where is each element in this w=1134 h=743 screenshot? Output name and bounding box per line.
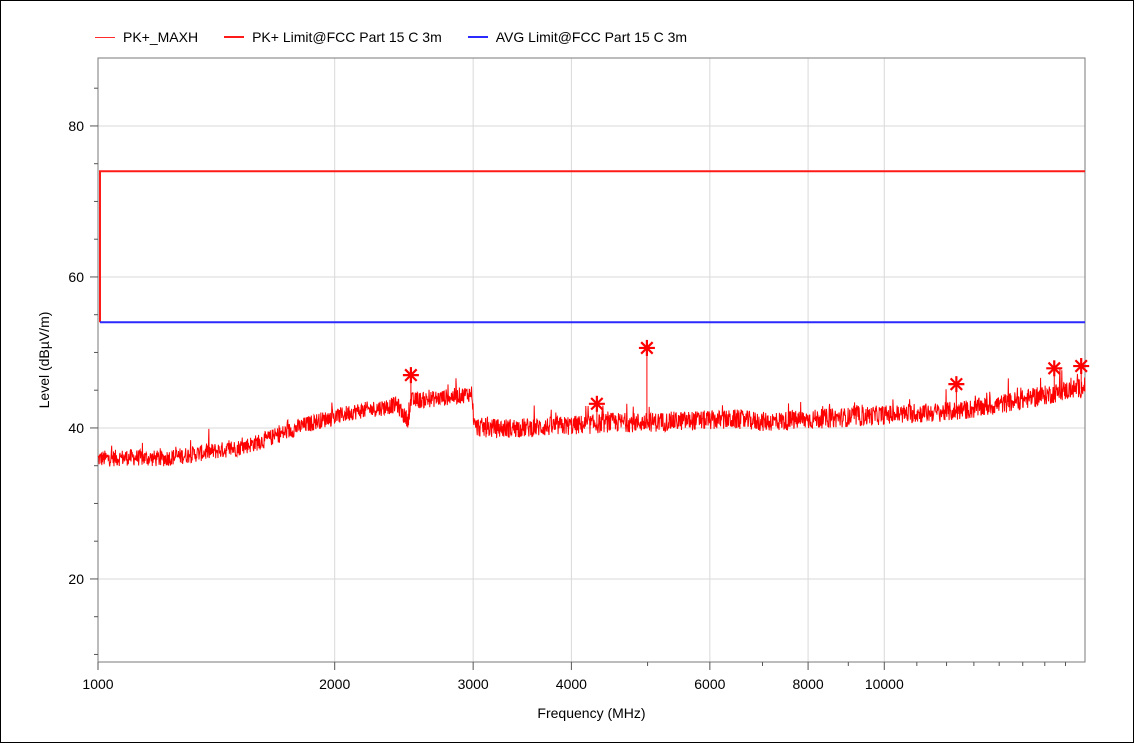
axes: 1000 2000 3000 4000 6000 8000 10000 20 40 60 80 [68, 87, 1066, 692]
legend-item-avg-limit[interactable]: AVG Limit@FCC Part 15 C 3m [467, 29, 688, 45]
peak-marker [1073, 358, 1090, 389]
legend-label-pk-maxh: PK+_MAXH [123, 29, 199, 45]
series-pk-maxh-line [97, 368, 1086, 467]
y-tick-label: 80 [68, 118, 84, 134]
legend-swatch-pk-maxh [95, 36, 115, 38]
y-axis-title: Level (dBµV/m) [36, 312, 52, 409]
x-tick-label: 8000 [793, 676, 824, 692]
x-tick-label: 6000 [694, 676, 725, 692]
plot-area [97, 57, 1086, 663]
peak-marker [638, 339, 655, 424]
legend-label-pk-limit: PK+ Limit@FCC Part 15 C 3m [252, 29, 442, 45]
x-tick-label: 1000 [82, 676, 113, 692]
peak-marker-stroke [949, 377, 963, 391]
peak-marker-stroke [590, 397, 604, 411]
peak-marker-stroke [1047, 361, 1061, 375]
y-tick-label: 40 [68, 420, 84, 436]
peak-marker-stroke [640, 341, 654, 355]
peak-marker [402, 367, 419, 402]
legend-label-avg-limit: AVG Limit@FCC Part 15 C 3m [495, 29, 688, 45]
peak-markers [402, 339, 1090, 425]
peak-marker [948, 376, 965, 412]
y-tick-label: 20 [68, 571, 84, 587]
legend-item-pk-maxh[interactable]: PK+_MAXH [95, 29, 198, 45]
x-tick-label: 10000 [865, 676, 904, 692]
x-tick-label: 4000 [556, 676, 587, 692]
x-tick-label: 2000 [319, 676, 350, 692]
x-axis-title: Frequency (MHz) [537, 705, 645, 721]
y-tick-label: 60 [68, 269, 84, 285]
peak-marker-stroke [404, 368, 418, 382]
series-pk-limit-line [99, 170, 1085, 323]
peak-marker-stroke [1074, 359, 1088, 373]
series-layer [97, 170, 1086, 467]
chart-legend: PK+_MAXH PK+ Limit@FCC Part 15 C 3m AVG … [95, 27, 713, 47]
grid-lines [97, 58, 1085, 662]
legend-swatch-avg-limit [467, 36, 488, 38]
legend-swatch-pk-limit [224, 36, 245, 38]
legend-item-pk-limit[interactable]: PK+ Limit@FCC Part 15 C 3m [224, 29, 442, 45]
peak-marker [1046, 360, 1063, 395]
x-tick-label: 3000 [458, 676, 489, 692]
peak-marker [588, 395, 605, 425]
